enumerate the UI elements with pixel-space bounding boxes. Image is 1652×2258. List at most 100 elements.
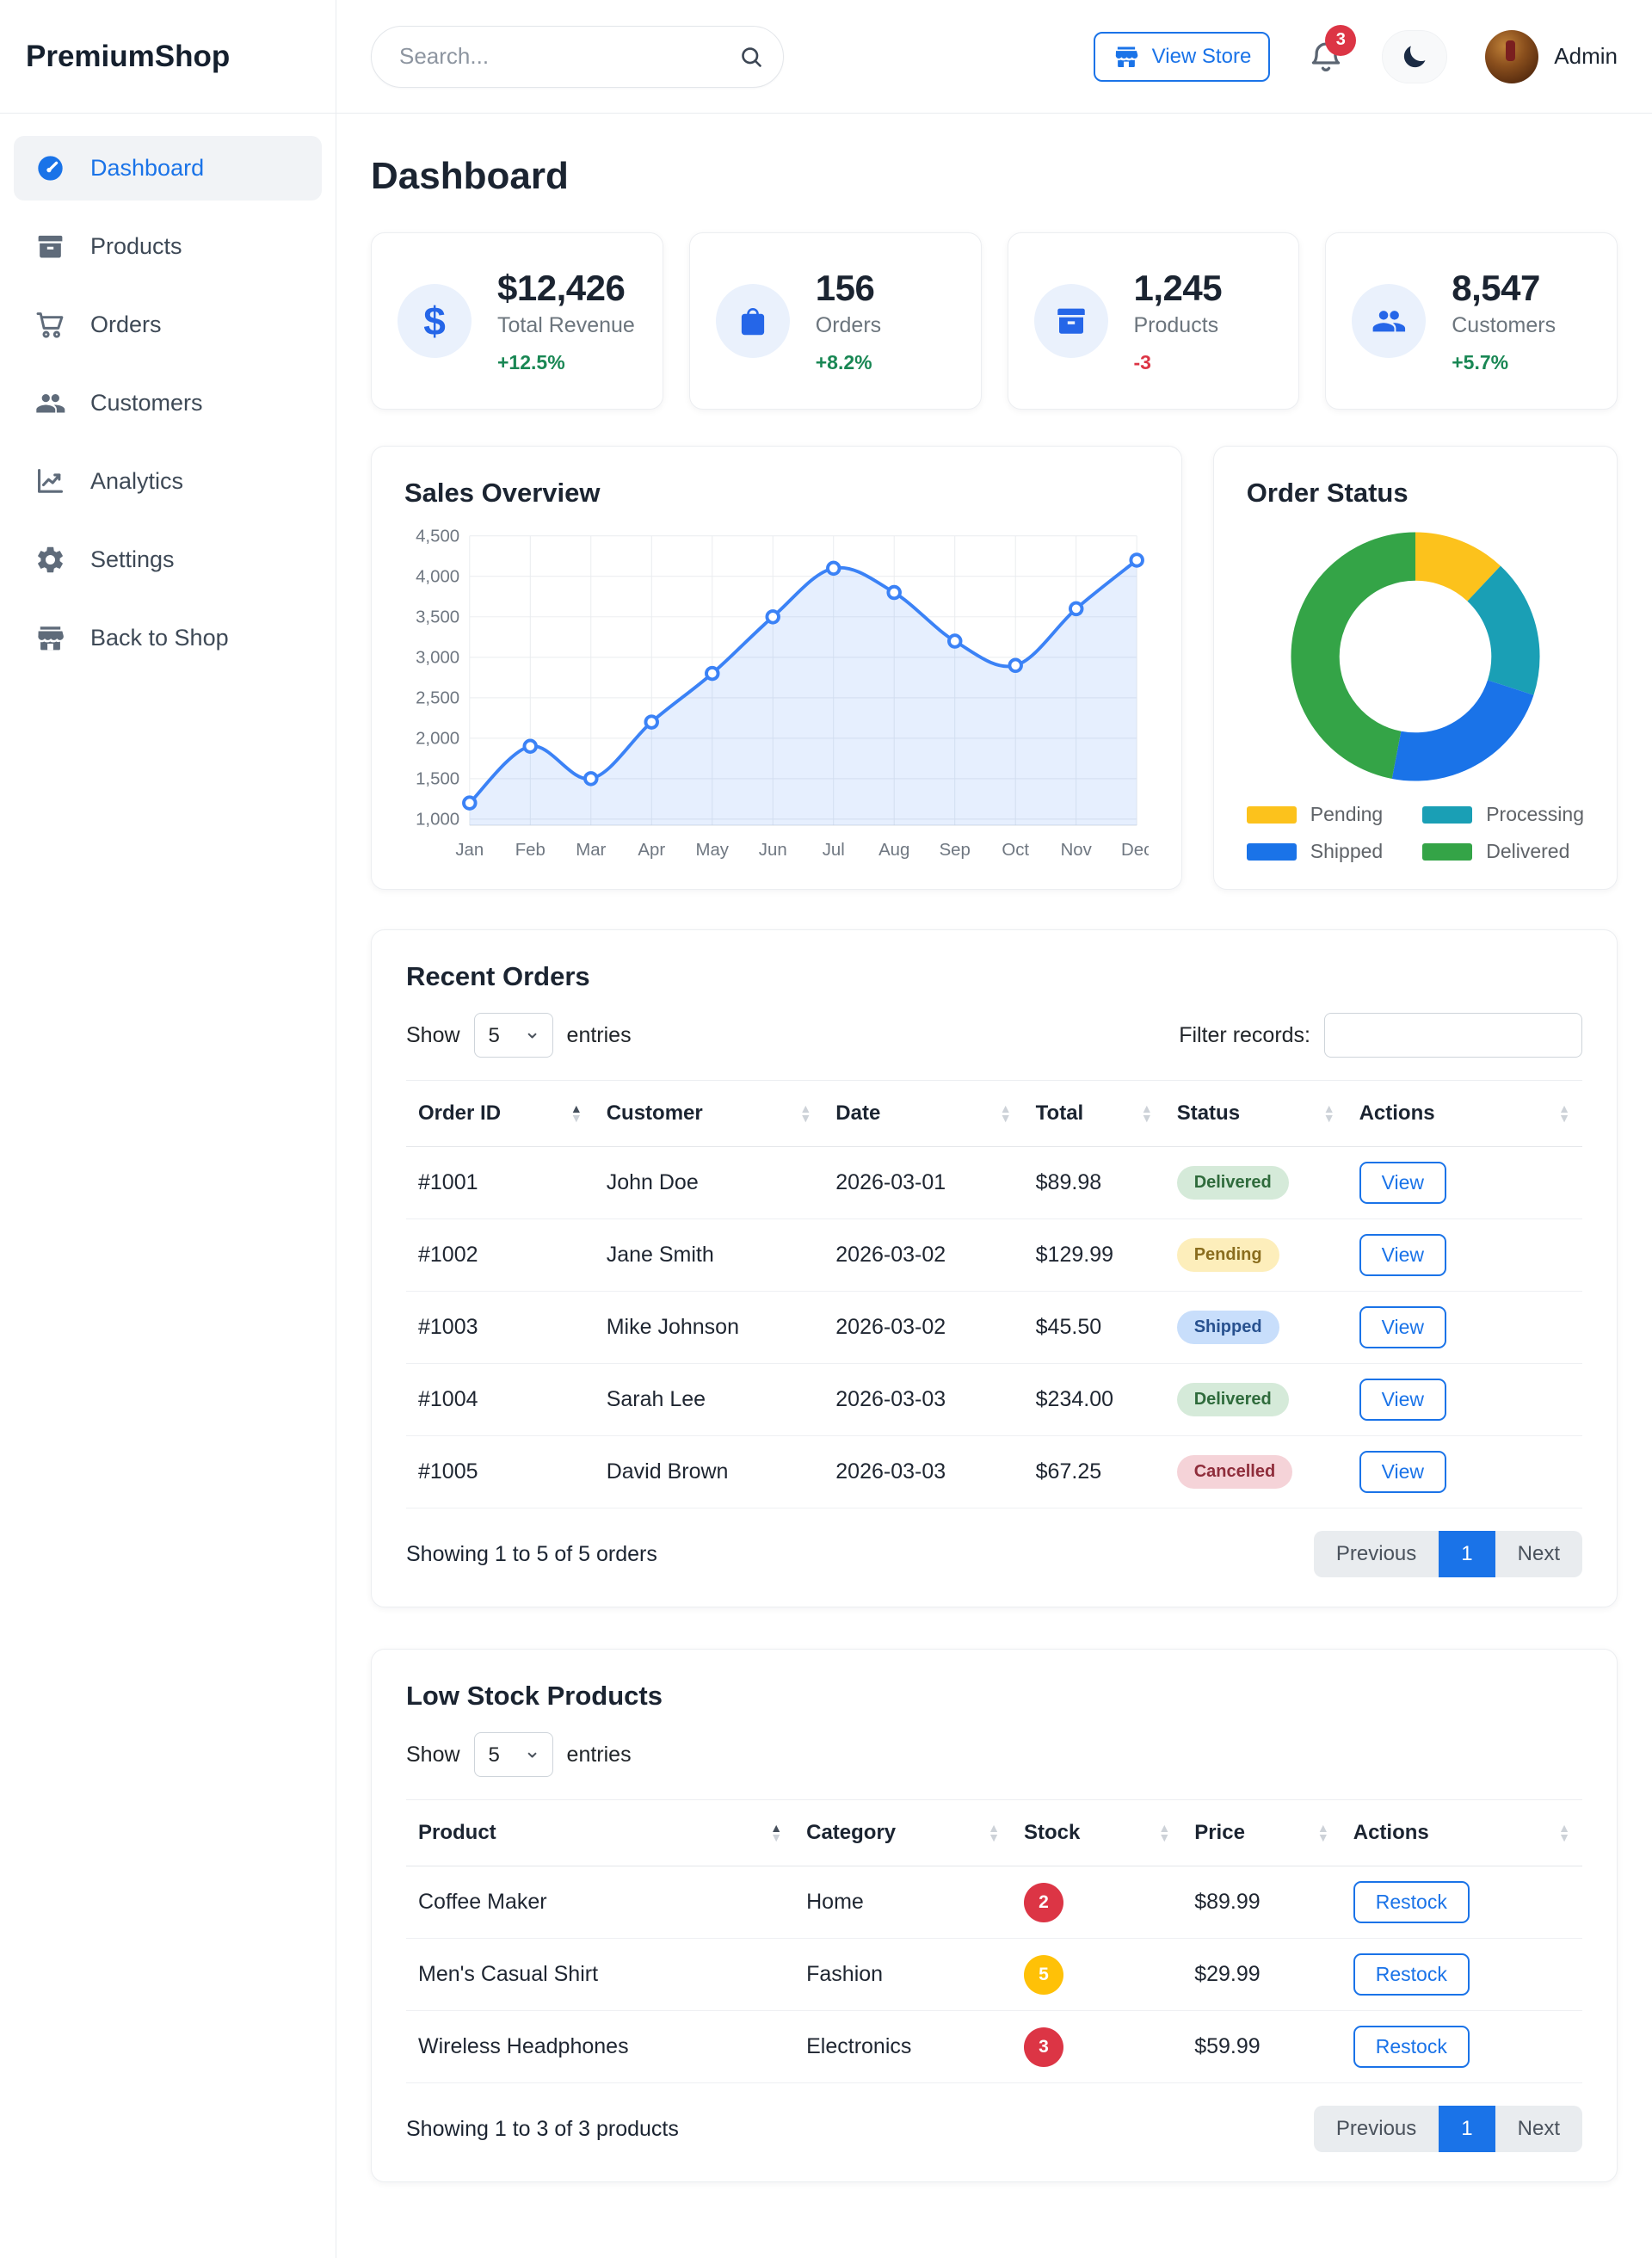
page-size-control: Show 5 entries	[406, 1013, 632, 1058]
notifications-button[interactable]: 3	[1308, 24, 1357, 77]
svg-text:Aug: Aug	[878, 841, 909, 860]
previous-page-button[interactable]: Previous	[1313, 2106, 1439, 2152]
product-name: Men's Casual Shirt	[406, 1938, 795, 2011]
sort-arrows-icon: ▲ ▼	[999, 1101, 1012, 1125]
product-row-coffee-maker: Coffee Maker Home 2 $89.99 Restock	[406, 1866, 1582, 1939]
svg-text:3,000: 3,000	[416, 649, 459, 668]
stat-label: Orders	[815, 313, 882, 337]
recent-orders-table: Order ID ▲ ▼ Customer ▲ ▼ Date ▲ ▼ Total ▲ ▼ Status ▲…	[406, 1080, 1582, 1508]
stat-body: 8,547 Customers +5.7%	[1452, 268, 1556, 374]
status-badge: Cancelled	[1176, 1455, 1293, 1489]
view-order-button[interactable]: View	[1359, 1234, 1446, 1276]
restock-button[interactable]: Restock	[1353, 1953, 1470, 1996]
page-size-select[interactable]: 5	[473, 1013, 553, 1058]
column-header-stock[interactable]: Stock ▲ ▼	[1012, 1799, 1183, 1866]
search-icon[interactable]	[731, 37, 771, 77]
stat-card-total-revenue: $ $12,426 Total Revenue +12.5%	[371, 232, 663, 410]
next-page-button[interactable]: Next	[1495, 1531, 1582, 1577]
column-header-product[interactable]: Product ▲ ▼	[406, 1799, 795, 1866]
column-header-order-id[interactable]: Order ID ▲ ▼	[406, 1080, 595, 1147]
theme-toggle-button[interactable]	[1382, 29, 1448, 83]
view-order-button[interactable]: View	[1359, 1306, 1446, 1348]
avatar	[1485, 29, 1539, 83]
sidebar-item-settings[interactable]: Settings	[14, 527, 322, 592]
show-label: Show	[406, 1742, 460, 1767]
sidebar-item-analytics[interactable]: Analytics	[14, 449, 322, 514]
page-size-select-wrap: 5	[473, 1732, 553, 1777]
order-row-1004: #1004 Sarah Lee 2026-03-03 $234.00 Delivered…	[406, 1363, 1582, 1436]
product-category: Home	[794, 1866, 1012, 1939]
store-icon	[1113, 43, 1140, 71]
show-label: Show	[406, 1022, 460, 1047]
svg-text:1,500: 1,500	[416, 770, 459, 789]
sidebar-item-products[interactable]: Products	[14, 214, 322, 279]
order-date: 2026-03-03	[823, 1363, 1024, 1436]
stat-body: $12,426 Total Revenue +12.5%	[497, 268, 635, 374]
notification-badge: 3	[1325, 24, 1357, 56]
cart-icon	[34, 309, 66, 341]
filter-records-input[interactable]	[1324, 1013, 1582, 1058]
sidebar-item-back-to-shop[interactable]: Back to Shop	[14, 606, 322, 670]
column-header-date[interactable]: Date ▲ ▼	[823, 1080, 1024, 1147]
page-size-select-wrap: 5	[473, 1013, 553, 1058]
search-input[interactable]	[398, 42, 731, 71]
column-header-status[interactable]: Status ▲ ▼	[1164, 1080, 1347, 1147]
view-order-button[interactable]: View	[1359, 1451, 1446, 1493]
user-name: Admin	[1554, 43, 1618, 69]
restock-button[interactable]: Restock	[1353, 2026, 1470, 2068]
moon-icon	[1400, 42, 1429, 71]
column-header-actions[interactable]: Actions ▲ ▼	[1347, 1080, 1582, 1147]
store-icon	[34, 622, 66, 654]
sales-overview-card: Sales Overview 1,000 1,500 2,000 2,500 3,000…	[371, 446, 1182, 890]
order-total: $67.25	[1023, 1435, 1165, 1508]
legend-item-processing[interactable]: Processing	[1422, 803, 1584, 826]
legend-item-pending[interactable]: Pending	[1246, 803, 1383, 826]
low-stock-title: Low Stock Products	[406, 1681, 663, 1711]
view-order-button[interactable]: View	[1359, 1162, 1446, 1204]
legend-swatch	[1246, 805, 1297, 824]
column-header-category[interactable]: Category ▲ ▼	[794, 1799, 1012, 1866]
previous-page-button[interactable]: Previous	[1313, 1531, 1439, 1577]
sidebar-item-dashboard[interactable]: Dashboard	[14, 136, 322, 201]
low-stock-footer: Showing 1 to 3 of 3 products Previous 1 …	[406, 2106, 1582, 2152]
box-icon	[34, 231, 66, 262]
next-page-button[interactable]: Next	[1495, 2106, 1582, 2152]
stat-delta: -3	[1133, 351, 1151, 373]
page-size-select[interactable]: 5	[473, 1732, 553, 1777]
order-status-title: Order Status	[1246, 478, 1409, 508]
column-header-customer[interactable]: Customer ▲ ▼	[594, 1080, 824, 1147]
page-size-control: Show 5 entries	[406, 1732, 632, 1777]
column-label: Actions	[1353, 1821, 1429, 1844]
view-store-button[interactable]: View Store	[1093, 31, 1271, 82]
order-total: $45.50	[1023, 1291, 1165, 1364]
stat-card-products: 1,245 Products -3	[1007, 232, 1300, 410]
column-label: Total	[1035, 1101, 1084, 1125]
svg-text:Apr: Apr	[638, 841, 665, 860]
legend-swatch	[1422, 842, 1473, 861]
legend-item-delivered[interactable]: Delivered	[1422, 840, 1584, 863]
restock-button[interactable]: Restock	[1353, 1881, 1470, 1923]
sidebar-item-orders[interactable]: Orders	[14, 293, 322, 357]
legend-swatch	[1422, 805, 1473, 824]
brand: PremiumShop	[0, 0, 336, 114]
view-order-button[interactable]: View	[1359, 1379, 1446, 1421]
stat-value: 1,245	[1133, 268, 1223, 308]
current-page-button[interactable]: 1	[1439, 2106, 1495, 2152]
legend-swatch	[1246, 842, 1297, 861]
svg-text:1,000: 1,000	[416, 811, 459, 830]
column-header-actions[interactable]: Actions ▲ ▼	[1341, 1799, 1582, 1866]
column-header-price[interactable]: Price ▲ ▼	[1182, 1799, 1341, 1866]
order-date: 2026-03-02	[823, 1291, 1024, 1364]
content: Dashboard $ $12,426 Total Revenue +12.5% 156…	[336, 114, 1652, 2258]
order-date: 2026-03-02	[823, 1218, 1024, 1292]
sidebar-item-customers[interactable]: Customers	[14, 371, 322, 435]
current-page-button[interactable]: 1	[1439, 1531, 1495, 1577]
legend-label: Delivered	[1486, 840, 1570, 862]
order-total: $129.99	[1023, 1218, 1165, 1292]
user-menu[interactable]: Admin	[1485, 29, 1618, 83]
legend-item-shipped[interactable]: Shipped	[1246, 840, 1383, 863]
column-header-total[interactable]: Total ▲ ▼	[1023, 1080, 1165, 1147]
stat-value: 8,547	[1452, 268, 1540, 308]
stat-card-orders: 156 Orders +8.2%	[688, 232, 982, 410]
sort-arrows-icon: ▲ ▼	[770, 1820, 783, 1844]
